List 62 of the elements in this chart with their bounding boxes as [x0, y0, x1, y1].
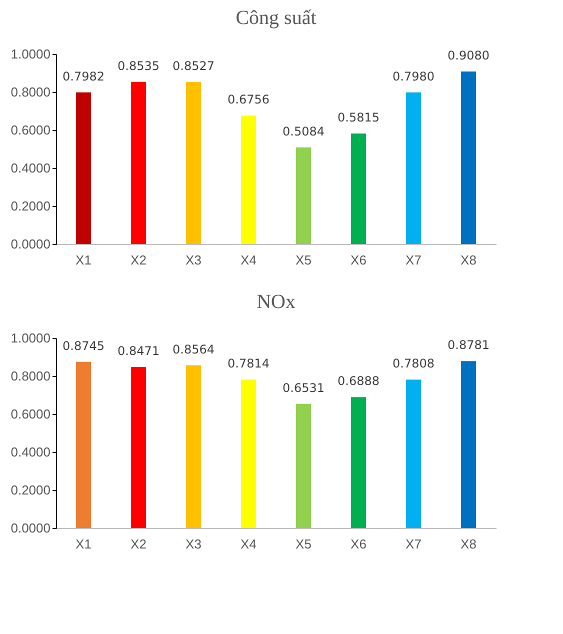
data-label: 0.7980 [392, 69, 434, 84]
data-label: 0.8535 [118, 58, 160, 73]
data-label: 0.5084 [282, 124, 324, 138]
y-tick-label: 0.8000 [10, 84, 50, 100]
x-tick-label: X7 [406, 252, 422, 268]
data-label: 0.8471 [118, 344, 160, 358]
bar [461, 361, 476, 528]
y-tick-label: 0.4000 [10, 444, 50, 460]
bar [351, 134, 366, 244]
data-label: 0.6756 [228, 92, 270, 107]
bar [296, 147, 311, 244]
bar [351, 397, 366, 528]
bar [186, 82, 201, 244]
y-tick-label: 0.0000 [10, 236, 50, 252]
data-label: 0.8527 [172, 58, 214, 73]
x-tick-label: X4 [240, 536, 256, 552]
x-tick-label: X1 [76, 252, 92, 268]
y-tick-label: 0.2000 [10, 482, 50, 498]
y-tick-label: 0.2000 [10, 198, 50, 214]
y-tick-label: 0.6000 [10, 122, 50, 138]
data-label: 0.8745 [62, 338, 104, 353]
data-label: 0.7814 [228, 356, 270, 371]
x-tick-label: X2 [130, 252, 146, 268]
x-tick-label: X6 [350, 536, 366, 552]
y-tick-label: 1.0000 [10, 46, 50, 62]
x-tick-label: X2 [130, 536, 146, 552]
data-label: 0.6888 [338, 374, 380, 388]
x-tick-label: X5 [296, 536, 312, 552]
y-tick-label: 0.8000 [10, 368, 50, 384]
bar [406, 92, 421, 244]
bar [76, 92, 91, 244]
bar [296, 404, 311, 528]
y-tick-label: 0.4000 [10, 160, 50, 176]
x-tick-label: X8 [460, 252, 476, 268]
data-label: 0.7808 [392, 356, 434, 371]
data-label: 0.6531 [282, 380, 324, 395]
x-tick-label: X3 [186, 536, 202, 552]
chart-title: Công suất [236, 7, 317, 29]
bar [406, 380, 421, 528]
bar [131, 82, 146, 244]
x-tick-label: X8 [460, 536, 476, 552]
x-tick-label: X6 [350, 252, 366, 268]
bar [241, 116, 256, 244]
bar [461, 71, 476, 244]
x-tick-label: X3 [186, 252, 202, 268]
x-tick-label: X4 [240, 252, 256, 268]
data-label: 0.9080 [448, 48, 490, 62]
bar [131, 367, 146, 528]
x-tick-label: X5 [296, 252, 312, 268]
y-tick-label: 1.0000 [10, 330, 50, 346]
y-tick-label: 0.6000 [10, 406, 50, 422]
bar [186, 365, 201, 528]
data-label: 0.8781 [448, 338, 490, 352]
x-tick-label: X7 [406, 536, 422, 552]
data-label: 0.5815 [338, 110, 380, 125]
y-tick-label: 0.0000 [10, 520, 50, 536]
x-tick-label: X1 [76, 536, 92, 552]
data-label: 0.8564 [172, 342, 214, 356]
chart-title: NOx [256, 291, 296, 313]
data-label: 0.7982 [62, 69, 104, 84]
bar [241, 380, 256, 528]
bar [76, 362, 91, 528]
